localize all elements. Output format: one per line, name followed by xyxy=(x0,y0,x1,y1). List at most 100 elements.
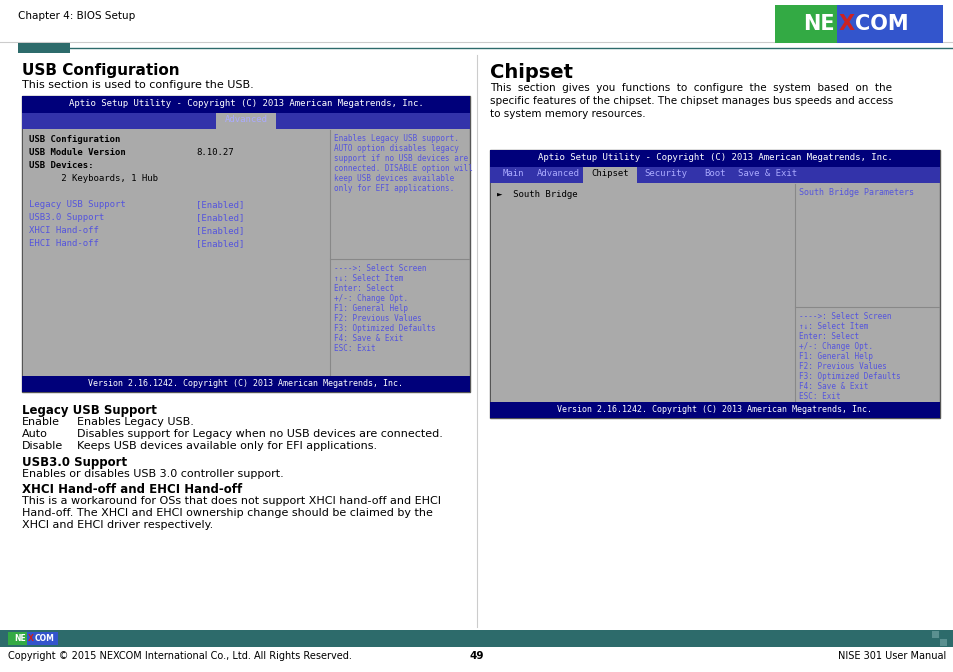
Bar xyxy=(0,630,953,647)
Bar xyxy=(490,402,939,418)
Text: [Enabled]: [Enabled] xyxy=(195,226,244,235)
Bar xyxy=(939,639,946,646)
Bar xyxy=(22,376,470,392)
Text: This  section  gives  you  functions  to  configure  the  system  based  on  the: This section gives you functions to conf… xyxy=(490,83,891,93)
Text: support if no USB devices are: support if no USB devices are xyxy=(334,154,468,163)
Text: F2: Previous Values: F2: Previous Values xyxy=(799,362,886,371)
Text: Auto: Auto xyxy=(22,429,48,439)
Text: F3: Optimized Defaults: F3: Optimized Defaults xyxy=(799,372,900,381)
Text: NE: NE xyxy=(802,14,834,34)
Bar xyxy=(215,113,275,129)
Bar xyxy=(774,5,836,43)
Text: Disable: Disable xyxy=(22,441,63,451)
Text: 8.10.27: 8.10.27 xyxy=(195,148,233,157)
Text: Enables Legacy USB.: Enables Legacy USB. xyxy=(77,417,193,427)
Text: Enables Legacy USB support.: Enables Legacy USB support. xyxy=(334,134,458,143)
Text: USB3.0 Support: USB3.0 Support xyxy=(22,456,127,469)
Bar xyxy=(490,150,939,418)
Bar xyxy=(26,131,328,374)
Bar xyxy=(22,96,470,392)
Text: Security: Security xyxy=(644,169,687,178)
Bar xyxy=(490,150,939,418)
Text: Advanced: Advanced xyxy=(224,115,267,124)
Text: F4: Save & Exit: F4: Save & Exit xyxy=(334,334,403,343)
Text: Legacy USB Support: Legacy USB Support xyxy=(22,404,156,417)
Text: F4: Save & Exit: F4: Save & Exit xyxy=(799,382,867,391)
Text: Chapter 4: BIOS Setup: Chapter 4: BIOS Setup xyxy=(18,11,135,21)
Text: Aptio Setup Utility - Copyright (C) 2013 American Megatrends, Inc.: Aptio Setup Utility - Copyright (C) 2013… xyxy=(537,153,891,162)
Text: 2 Keyboards, 1 Hub: 2 Keyboards, 1 Hub xyxy=(29,174,158,183)
Bar xyxy=(22,96,470,113)
Bar xyxy=(491,183,938,402)
Text: USB Configuration: USB Configuration xyxy=(29,135,120,144)
Text: COM: COM xyxy=(854,14,907,34)
Text: keep USB devices available: keep USB devices available xyxy=(334,174,454,183)
Text: ↑↓: Select Item: ↑↓: Select Item xyxy=(799,322,867,331)
Text: F1: General Help: F1: General Help xyxy=(334,304,408,313)
Text: Chipset: Chipset xyxy=(490,63,573,82)
Text: South Bridge Parameters: South Bridge Parameters xyxy=(799,188,913,197)
Bar xyxy=(490,167,939,183)
Text: NE: NE xyxy=(14,634,26,643)
Text: ESC: Exit: ESC: Exit xyxy=(334,344,375,353)
Text: +/-: Change Opt.: +/-: Change Opt. xyxy=(799,342,872,351)
Text: connected. DISABLE option will: connected. DISABLE option will xyxy=(334,164,473,173)
Text: Enable: Enable xyxy=(22,417,60,427)
Bar xyxy=(0,647,953,672)
Text: USB3.0 Support: USB3.0 Support xyxy=(29,213,104,222)
Text: F3: Optimized Defaults: F3: Optimized Defaults xyxy=(334,324,436,333)
Bar xyxy=(836,5,942,43)
Text: XHCI Hand-off: XHCI Hand-off xyxy=(29,226,99,235)
Bar xyxy=(939,631,946,638)
Text: Copyright © 2015 NEXCOM International Co., Ltd. All Rights Reserved.: Copyright © 2015 NEXCOM International Co… xyxy=(8,651,352,661)
Text: X: X xyxy=(838,14,854,34)
Text: USB Module Version: USB Module Version xyxy=(29,148,126,157)
Text: ESC: Exit: ESC: Exit xyxy=(799,392,840,401)
Bar xyxy=(931,639,938,646)
Text: Advanced: Advanced xyxy=(536,169,578,178)
Text: Version 2.16.1242. Copyright (C) 2013 American Megatrends, Inc.: Version 2.16.1242. Copyright (C) 2013 Am… xyxy=(89,379,403,388)
Bar xyxy=(582,167,637,183)
Text: Aptio Setup Utility - Copyright (C) 2013 American Megatrends, Inc.: Aptio Setup Utility - Copyright (C) 2013… xyxy=(69,99,423,108)
Text: ↑↓: Select Item: ↑↓: Select Item xyxy=(334,274,403,283)
Text: EHCI Hand-off: EHCI Hand-off xyxy=(29,239,99,248)
Bar xyxy=(18,43,70,53)
Text: ►  South Bridge: ► South Bridge xyxy=(497,190,577,199)
Text: AUTO option disables legacy: AUTO option disables legacy xyxy=(334,144,458,153)
Bar xyxy=(27,632,58,645)
Text: +/-: Change Opt.: +/-: Change Opt. xyxy=(334,294,408,303)
Text: Enables or disables USB 3.0 controller support.: Enables or disables USB 3.0 controller s… xyxy=(22,469,283,479)
Text: Enter: Select: Enter: Select xyxy=(334,284,394,293)
Text: [Enabled]: [Enabled] xyxy=(195,213,244,222)
Text: XHCI Hand-off and EHCI Hand-off: XHCI Hand-off and EHCI Hand-off xyxy=(22,483,242,496)
Bar xyxy=(23,129,469,376)
Text: Disables support for Legacy when no USB devices are connected.: Disables support for Legacy when no USB … xyxy=(77,429,442,439)
Text: 49: 49 xyxy=(469,651,484,661)
Text: only for EFI applications.: only for EFI applications. xyxy=(334,184,454,193)
Text: ---->: Select Screen: ---->: Select Screen xyxy=(799,312,890,321)
Text: F2: Previous Values: F2: Previous Values xyxy=(334,314,421,323)
Text: [Enabled]: [Enabled] xyxy=(195,239,244,248)
Text: Main: Main xyxy=(501,169,523,178)
Bar xyxy=(22,96,470,392)
Bar xyxy=(8,632,27,645)
Text: [Enabled]: [Enabled] xyxy=(195,200,244,209)
Text: X: X xyxy=(28,634,34,643)
Text: Enter: Select: Enter: Select xyxy=(799,332,859,341)
Text: USB Configuration: USB Configuration xyxy=(22,63,179,78)
Text: USB Devices:: USB Devices: xyxy=(29,161,93,170)
Text: Save & Exit: Save & Exit xyxy=(738,169,797,178)
Bar xyxy=(26,131,465,374)
Text: specific features of the chipset. The chipset manages bus speeds and access: specific features of the chipset. The ch… xyxy=(490,96,892,106)
Text: This is a workaround for OSs that does not support XHCI hand-off and EHCI: This is a workaround for OSs that does n… xyxy=(22,496,440,506)
Bar xyxy=(22,113,470,129)
Text: COM: COM xyxy=(35,634,55,643)
Text: ---->: Select Screen: ---->: Select Screen xyxy=(334,264,426,273)
Text: XHCI and EHCI driver respectively.: XHCI and EHCI driver respectively. xyxy=(22,520,213,530)
Bar xyxy=(931,631,938,638)
Bar xyxy=(490,150,939,167)
Text: This section is used to configure the USB.: This section is used to configure the US… xyxy=(22,80,253,90)
Text: F1: General Help: F1: General Help xyxy=(799,352,872,361)
Text: Boot: Boot xyxy=(703,169,725,178)
Text: Version 2.16.1242. Copyright (C) 2013 American Megatrends, Inc.: Version 2.16.1242. Copyright (C) 2013 Am… xyxy=(557,405,872,414)
